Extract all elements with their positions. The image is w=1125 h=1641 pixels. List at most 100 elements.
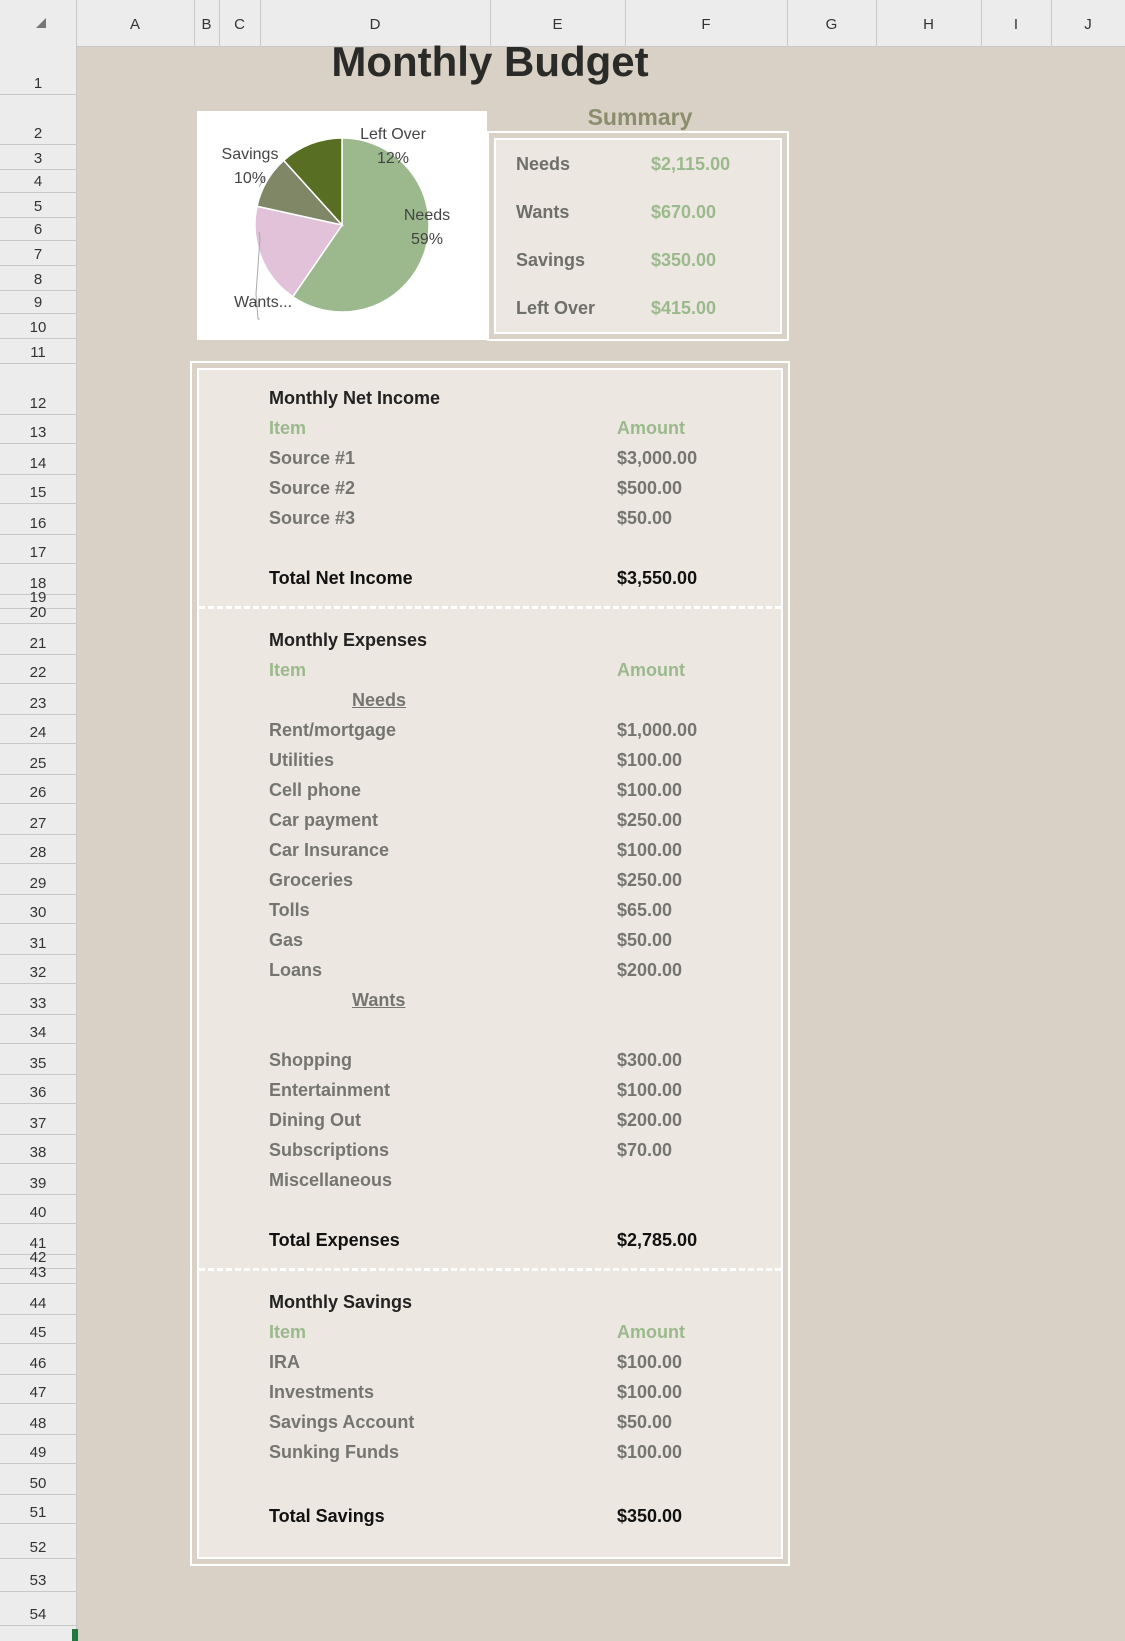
row-header[interactable]: 23 xyxy=(0,684,76,715)
column-header-a[interactable]: A xyxy=(76,0,195,46)
wants-item[interactable]: Shopping xyxy=(269,1050,352,1070)
row-header[interactable]: 29 xyxy=(0,864,76,895)
needs-amount[interactable]: $65.00 xyxy=(617,900,673,920)
pie-slice-needs[interactable] xyxy=(291,137,430,313)
row-header[interactable]: 26 xyxy=(0,775,76,804)
row-header[interactable]: 11 xyxy=(0,339,76,364)
expenses-total-value[interactable]: $2,785.00 xyxy=(617,1230,698,1250)
row-header[interactable]: 22 xyxy=(0,655,76,684)
income-total-value[interactable]: $3,550.00 xyxy=(617,568,698,588)
column-header-e[interactable]: E xyxy=(490,0,626,46)
row-header[interactable]: 47 xyxy=(0,1375,76,1404)
row-header[interactable]: 44 xyxy=(0,1284,76,1315)
pie-chart[interactable]: Left Over 12% Savings 10% Needs 59% Want… xyxy=(197,111,487,340)
row-header[interactable]: 8 xyxy=(0,266,76,291)
row-header[interactable]: 37 xyxy=(0,1104,76,1135)
income-amount[interactable]: $3,000.00 xyxy=(617,448,698,468)
needs-item[interactable]: Gas xyxy=(269,930,304,950)
wants-amount[interactable]: $200.00 xyxy=(617,1110,683,1130)
row-header[interactable]: 5 xyxy=(0,193,76,218)
row-header[interactable]: 3 xyxy=(0,145,76,170)
needs-amount[interactable]: $1,000.00 xyxy=(617,720,698,740)
row-header[interactable]: 43 xyxy=(0,1264,76,1284)
column-header-j[interactable]: J xyxy=(1084,16,1092,33)
row-header[interactable]: 40 xyxy=(0,1195,76,1224)
column-header-g[interactable]: G xyxy=(787,0,877,46)
row-header[interactable]: 52 xyxy=(0,1524,76,1559)
savings-amount[interactable]: $100.00 xyxy=(617,1352,683,1372)
row-header[interactable]: 21 xyxy=(0,624,76,655)
row-header[interactable]: 28 xyxy=(0,835,76,864)
savings-item[interactable]: Sunking Funds xyxy=(269,1442,399,1462)
needs-item[interactable]: Utilities xyxy=(269,750,335,770)
needs-item[interactable]: Cell phone xyxy=(269,780,362,800)
row-header[interactable]: 45 xyxy=(0,1315,76,1344)
income-item[interactable]: Source #1 xyxy=(269,448,356,468)
column-header-c[interactable]: C xyxy=(219,0,261,46)
row-header[interactable]: 14 xyxy=(0,444,76,475)
wants-item[interactable]: Miscellaneous xyxy=(269,1170,393,1190)
row-header[interactable]: 12 xyxy=(0,364,76,415)
row-header[interactable]: 13 xyxy=(0,415,76,444)
needs-amount[interactable]: $250.00 xyxy=(617,810,683,830)
row-header[interactable]: 31 xyxy=(0,924,76,955)
row-header[interactable]: 1 xyxy=(0,46,76,95)
row-header[interactable]: 27 xyxy=(0,804,76,835)
row-header[interactable]: 7 xyxy=(0,241,76,266)
needs-amount[interactable]: $100.00 xyxy=(617,780,683,800)
row-header[interactable]: 25 xyxy=(0,744,76,775)
row-header[interactable]: 42 xyxy=(0,1249,76,1269)
row-header[interactable]: 39 xyxy=(0,1164,76,1195)
wants-amount[interactable]: $300.00 xyxy=(617,1050,683,1070)
needs-amount[interactable]: $100.00 xyxy=(617,750,683,770)
income-item[interactable]: Source #2 xyxy=(269,478,356,498)
savings-item[interactable]: IRA xyxy=(269,1352,300,1372)
pie-slice-left-over[interactable] xyxy=(282,137,343,227)
row-header[interactable]: 30 xyxy=(0,895,76,924)
income-amount[interactable]: $50.00 xyxy=(617,508,673,528)
needs-amount[interactable]: $50.00 xyxy=(617,930,673,950)
row-header[interactable]: 32 xyxy=(0,955,76,984)
column-header-h[interactable]: H xyxy=(876,0,982,46)
row-header[interactable]: 16 xyxy=(0,504,76,535)
row-header[interactable]: 33 xyxy=(0,984,76,1015)
column-header-b[interactable]: B xyxy=(194,0,220,46)
wants-amount[interactable]: $100.00 xyxy=(617,1080,683,1100)
selection-fill-handle[interactable] xyxy=(72,1629,78,1641)
row-header[interactable]: 20 xyxy=(0,604,76,624)
needs-item[interactable]: Groceries xyxy=(269,870,354,890)
savings-total-value[interactable]: $350.00 xyxy=(617,1506,683,1526)
row-header[interactable]: 4 xyxy=(0,170,76,193)
row-header[interactable]: 19 xyxy=(0,589,76,609)
needs-amount[interactable]: $250.00 xyxy=(617,870,683,890)
row-header[interactable]: 10 xyxy=(0,314,76,339)
wants-item[interactable]: Subscriptions xyxy=(269,1140,390,1160)
row-header[interactable]: 50 xyxy=(0,1464,76,1495)
wants-item[interactable]: Entertainment xyxy=(269,1080,391,1100)
row-header[interactable]: 38 xyxy=(0,1135,76,1164)
row-header[interactable]: 17 xyxy=(0,535,76,564)
row-header[interactable]: 49 xyxy=(0,1435,76,1464)
needs-item[interactable]: Car Insurance xyxy=(269,840,390,860)
row-header[interactable]: 15 xyxy=(0,475,76,504)
wants-item[interactable]: Dining Out xyxy=(269,1110,361,1130)
income-amount[interactable]: $500.00 xyxy=(617,478,683,498)
row-header[interactable]: 34 xyxy=(0,1015,76,1044)
savings-amount[interactable]: $100.00 xyxy=(617,1442,683,1462)
needs-amount[interactable]: $200.00 xyxy=(617,960,683,980)
select-all-corner[interactable] xyxy=(0,0,77,46)
column-header-i[interactable]: I xyxy=(981,0,1052,46)
needs-item[interactable]: Tolls xyxy=(269,900,310,920)
row-header[interactable]: 53 xyxy=(0,1559,76,1592)
column-header-d[interactable]: D xyxy=(260,0,491,46)
savings-amount[interactable]: $100.00 xyxy=(617,1382,683,1402)
row-header[interactable]: 35 xyxy=(0,1044,76,1075)
savings-item[interactable]: Savings Account xyxy=(269,1412,415,1432)
row-header[interactable]: 2 xyxy=(0,95,76,145)
row-header[interactable]: 18 xyxy=(0,564,76,595)
wants-amount[interactable]: $70.00 xyxy=(617,1140,673,1160)
needs-item[interactable]: Loans xyxy=(269,960,323,980)
savings-item[interactable]: Investments xyxy=(269,1382,375,1402)
needs-item[interactable]: Rent/mortgage xyxy=(269,720,397,740)
row-header[interactable]: 54 xyxy=(0,1592,76,1626)
